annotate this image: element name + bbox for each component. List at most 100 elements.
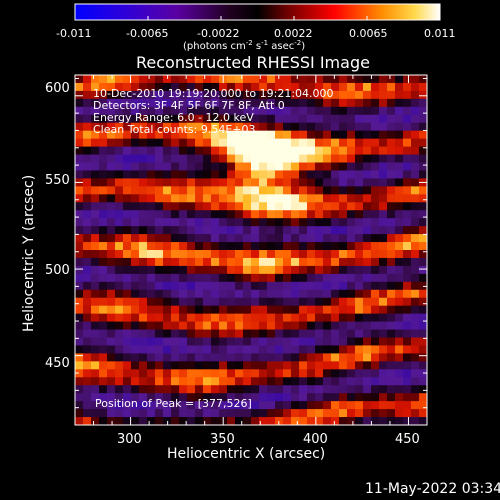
heatmap-cell	[83, 122, 92, 132]
heatmap-cell	[347, 210, 356, 219]
heatmap-cell	[259, 98, 268, 108]
heatmap-cell	[139, 401, 148, 410]
heatmap-cell	[283, 337, 292, 347]
heatmap-cell	[171, 146, 180, 156]
heatmap-cell	[147, 329, 156, 339]
heatmap-cell	[299, 82, 308, 92]
heatmap-cell	[147, 202, 156, 211]
heatmap-cell	[339, 130, 348, 140]
heatmap-cell	[75, 114, 84, 124]
heatmap-cell	[259, 114, 268, 124]
heatmap-cell	[171, 186, 180, 195]
heatmap-cell	[203, 138, 212, 148]
heatmap-cell	[179, 138, 188, 148]
heatmap-cell	[227, 186, 236, 195]
heatmap-cell	[419, 186, 427, 195]
heatmap-cell	[371, 385, 380, 394]
heatmap-cell	[267, 250, 276, 259]
heatmap-cell	[139, 337, 148, 347]
heatmap-cell	[123, 265, 132, 275]
heatmap-cell	[219, 138, 228, 148]
heatmap-cell	[115, 154, 124, 164]
heatmap-cell	[371, 242, 380, 251]
heatmap-cell	[299, 90, 308, 100]
heatmap-cell	[339, 82, 348, 92]
heatmap-cell	[323, 250, 332, 259]
heatmap-cell	[283, 417, 292, 425]
heatmap-cell	[347, 82, 356, 92]
heatmap-cell	[331, 417, 340, 425]
heatmap-cell	[115, 361, 124, 370]
heatmap-cell	[203, 162, 212, 172]
heatmap-cell	[387, 345, 396, 354]
heatmap-cell	[243, 106, 252, 116]
heatmap-cell	[187, 305, 196, 315]
heatmap-cell	[211, 345, 220, 354]
heatmap-cell	[195, 162, 204, 172]
heatmap-cell	[179, 305, 188, 315]
heatmap-cell	[331, 409, 340, 418]
heatmap-cell	[283, 321, 292, 331]
heatmap-cell	[195, 130, 204, 140]
heatmap-cell	[91, 154, 100, 164]
heatmap-cell	[99, 106, 108, 116]
heatmap-cell	[395, 202, 404, 211]
heatmap-cell	[403, 146, 412, 156]
heatmap-cell	[155, 194, 164, 203]
x-tick-label: 350	[210, 432, 235, 447]
heatmap-cell	[227, 226, 236, 235]
heatmap-cell	[283, 250, 292, 259]
heatmap-cell	[299, 257, 308, 267]
heatmap-cell	[163, 75, 172, 84]
heatmap-cell	[147, 265, 156, 275]
heatmap-cell	[75, 154, 84, 164]
heatmap-cell	[387, 369, 396, 378]
heatmap-cell	[379, 226, 388, 235]
heatmap-cell	[155, 401, 164, 410]
heatmap-cell	[259, 401, 268, 410]
heatmap-cell	[171, 170, 180, 179]
heatmap-cell	[147, 409, 156, 418]
heatmap-cell	[147, 178, 156, 187]
heatmap-cell	[227, 393, 236, 402]
heatmap-cell	[251, 265, 260, 275]
heatmap-cell	[307, 90, 316, 100]
heatmap-cell	[155, 98, 164, 108]
heatmap-cell	[275, 337, 284, 347]
heatmap-cell	[243, 321, 252, 331]
heatmap-cell	[267, 186, 276, 195]
heatmap-cell	[315, 250, 324, 259]
heatmap-cell	[171, 242, 180, 251]
heatmap-cell	[115, 146, 124, 156]
heatmap-cell	[107, 218, 116, 227]
heatmap-cell	[299, 242, 308, 251]
heatmap-cell	[99, 361, 108, 370]
heatmap-cell	[259, 130, 268, 140]
heatmap-cell	[91, 130, 100, 140]
heatmap-cell	[339, 202, 348, 211]
heatmap-cell	[139, 234, 148, 243]
heatmap-cell	[211, 353, 220, 362]
heatmap-cell	[371, 75, 380, 84]
heatmap-cell	[395, 75, 404, 84]
heatmap-cell	[267, 202, 276, 211]
heatmap-cell	[339, 90, 348, 100]
heatmap-cell	[83, 98, 92, 108]
heatmap-cell	[123, 361, 132, 370]
heatmap-cell	[139, 409, 148, 418]
heatmap-cell	[171, 75, 180, 84]
heatmap-cell	[291, 218, 300, 227]
heatmap-cell	[83, 417, 92, 425]
heatmap-cell	[211, 297, 220, 307]
heatmap-cell	[115, 305, 124, 315]
heatmap-cell	[379, 305, 388, 315]
heatmap-cell	[403, 417, 412, 425]
heatmap-cell	[107, 202, 116, 211]
heatmap-cell	[187, 361, 196, 370]
heatmap-cell	[315, 305, 324, 315]
heatmap-cell	[163, 194, 172, 203]
heatmap-cell	[155, 170, 164, 179]
heatmap-cell	[147, 218, 156, 227]
heatmap-cell	[291, 98, 300, 108]
heatmap-cell	[235, 265, 244, 275]
